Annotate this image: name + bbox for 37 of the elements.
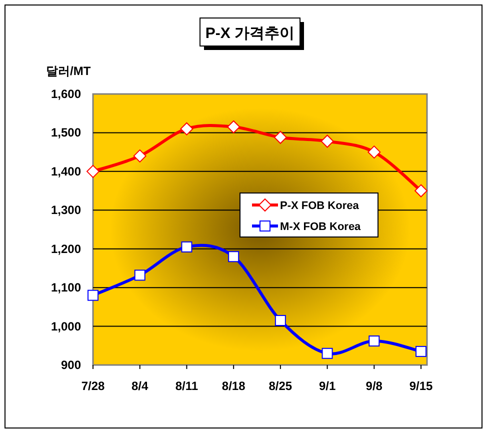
x-tick-label: 8/11 (175, 379, 198, 393)
y-axis-title: 달러/MT (46, 64, 92, 78)
point (274, 314, 286, 326)
x-tick-label: 9/8 (366, 379, 383, 393)
y-tick-label: 1,300 (50, 203, 82, 218)
x-tick-label: 8/4 (132, 379, 149, 393)
legend-label: P-X FOB Korea (280, 200, 360, 212)
x-tick-label: 9/15 (409, 379, 433, 393)
x-tick-label: 9/1 (318, 379, 336, 393)
point (368, 335, 380, 346)
point (416, 346, 426, 357)
y-tick-label: 1,600 (50, 87, 82, 101)
y-tick-label: 900 (60, 358, 82, 372)
point (228, 251, 240, 262)
y-tick-label: 1,000 (50, 319, 82, 334)
point (227, 120, 240, 134)
point (414, 184, 428, 198)
title: P-X 가격추이 (200, 18, 304, 50)
point (86, 164, 100, 178)
chart-title: P-X 가격추이 (205, 25, 295, 42)
y-tick-label: 1,100 (50, 280, 82, 295)
point (134, 270, 146, 281)
point (274, 130, 287, 144)
x-tick-label: 7/28 (81, 379, 105, 393)
point (181, 241, 192, 252)
point (180, 122, 194, 136)
point (133, 149, 146, 162)
y-tick-label: 1,200 (50, 242, 82, 256)
legend-label: M-X FOB Korea (280, 221, 362, 233)
x-tick-label: 8/18 (222, 379, 246, 393)
x-tick-label: 8/25 (268, 379, 292, 393)
point (368, 146, 381, 159)
point (320, 134, 334, 148)
point (88, 290, 98, 301)
y-tick-label: 1,500 (50, 126, 82, 140)
y-tick-label: 1,400 (50, 164, 82, 178)
point (322, 348, 333, 359)
